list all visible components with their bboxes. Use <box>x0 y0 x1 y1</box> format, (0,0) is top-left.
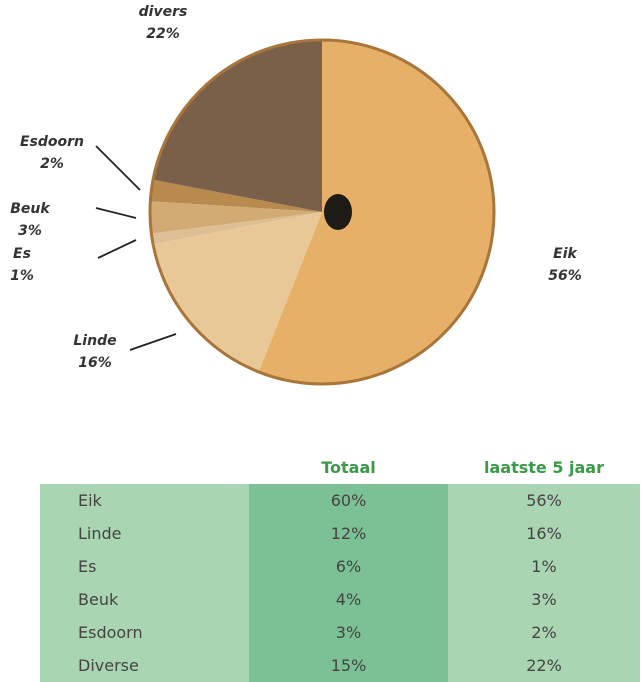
table-cell: 3% <box>249 616 448 649</box>
table-cell: Diverse <box>40 649 249 682</box>
table-row: Diverse 15% 22% <box>40 649 640 682</box>
table-cell: Eik <box>40 484 249 517</box>
header-spacer <box>40 450 249 484</box>
slice-value-label: 2% <box>40 156 64 172</box>
table-cell: Esdoorn <box>40 616 249 649</box>
slice-value-label: 16% <box>78 355 112 371</box>
data-table: Totaal laatste 5 jaar Eik 60% 56% Linde 12% 16… <box>40 450 640 682</box>
table-cell: 4% <box>249 583 448 616</box>
trunk-rim <box>148 38 496 386</box>
table-cell: 22% <box>448 649 640 682</box>
table-cell: 2% <box>448 616 640 649</box>
table-row: Esdoorn 3% 2% <box>40 616 640 649</box>
table-cell: 1% <box>448 550 640 583</box>
table-row: Eik 60% 56% <box>40 484 640 517</box>
slice-value-label: 3% <box>18 223 42 239</box>
slice-label: Beuk <box>10 201 51 217</box>
table-cell: Es <box>40 550 249 583</box>
table-cell: Beuk <box>40 583 249 616</box>
table-cell: 60% <box>249 484 448 517</box>
slice-value-label: 56% <box>548 268 582 284</box>
leader-line <box>129 333 177 351</box>
slice-label: divers <box>139 4 188 20</box>
pie-slice <box>150 179 322 212</box>
pie-slice <box>150 201 322 234</box>
leader-line <box>95 145 141 191</box>
column-header: Totaal <box>321 457 376 477</box>
chart: Eik 56% Linde 16% Es 1% Beuk 3% Esdoorn 2% divers 2… <box>10 4 582 386</box>
slice-value-label: 1% <box>10 268 34 284</box>
table-cell: 16% <box>448 517 640 550</box>
header-row: Totaal laatste 5 jaar <box>40 450 640 484</box>
table-cell: 15% <box>249 649 448 682</box>
table-cell: 56% <box>448 484 640 517</box>
pie-slice <box>258 40 494 384</box>
leader-line <box>97 239 137 259</box>
slice-label: Linde <box>73 333 116 349</box>
table-cell: 6% <box>249 550 448 583</box>
table-row: Linde 12% 16% <box>40 517 640 550</box>
slice-label: Eik <box>553 246 578 262</box>
pie-slice <box>153 212 322 372</box>
slice-label: Esdoorn <box>20 134 84 150</box>
pie-slice <box>153 40 322 212</box>
table-row: Beuk 4% 3% <box>40 583 640 616</box>
table-cell: 3% <box>448 583 640 616</box>
pie-slice <box>151 212 322 245</box>
table-row: Es 6% 1% <box>40 550 640 583</box>
leader-line <box>95 207 137 219</box>
table-cell: 12% <box>249 517 448 550</box>
slice-label: Es <box>13 246 31 262</box>
table-body: Eik 60% 56% Linde 12% 16% Es 6% 1% Beuk 4% 3% Esdoor… <box>40 484 640 682</box>
table-cell: Linde <box>40 517 249 550</box>
pith <box>324 194 352 230</box>
slice-value-label: 22% <box>146 26 180 42</box>
column-header: laatste 5 jaar <box>484 457 604 477</box>
